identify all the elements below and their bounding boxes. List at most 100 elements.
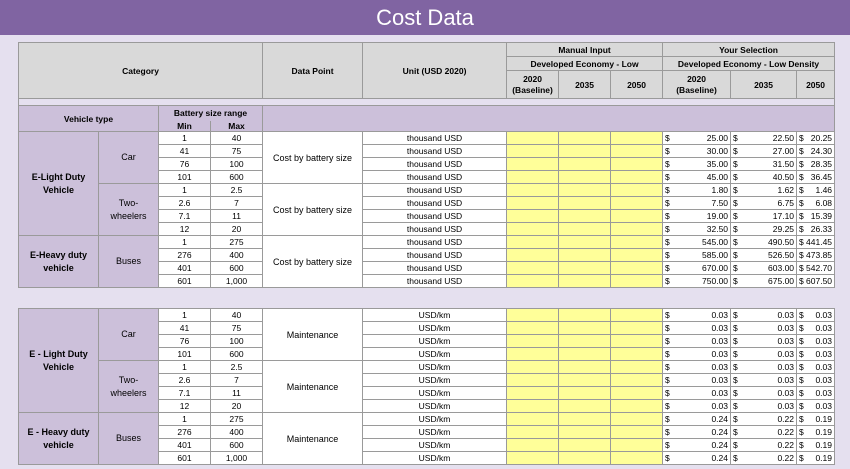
manual-input-2035-cell[interactable] xyxy=(558,438,611,452)
manual-input-2020-cell[interactable] xyxy=(506,170,560,184)
manual-input-2050-cell[interactable] xyxy=(610,183,664,197)
currency-symbol: $ xyxy=(799,263,804,273)
manual-input-2050-cell[interactable] xyxy=(610,451,663,465)
currency-symbol: $ xyxy=(665,375,670,385)
manual-input-2020-cell[interactable] xyxy=(506,334,559,348)
battery-max-cell: 75 xyxy=(210,321,263,335)
manual-input-2050-cell[interactable] xyxy=(610,425,663,439)
manual-input-2035-cell[interactable] xyxy=(558,399,611,413)
manual-input-2035-cell[interactable] xyxy=(558,412,611,426)
manual-input-2050-cell[interactable] xyxy=(610,321,663,335)
manual-input-2020-cell[interactable] xyxy=(506,222,560,236)
cost-value: 0.03 xyxy=(777,336,794,346)
manual-input-2050-cell[interactable] xyxy=(610,399,663,413)
battery-max-cell: 275 xyxy=(210,412,263,426)
battery-min-cell: 276 xyxy=(158,425,211,439)
manual-input-2035-cell[interactable] xyxy=(558,373,611,387)
manual-input-2035-cell[interactable] xyxy=(558,183,612,197)
vehicle-category-label: Car xyxy=(98,131,159,184)
table-row: 276 400 thousand USD $585.00 $526.50 $473.85 xyxy=(19,248,836,262)
manual-input-2035-cell[interactable] xyxy=(558,170,612,184)
manual-input-2020-cell[interactable] xyxy=(506,196,560,210)
manual-input-2035-cell[interactable] xyxy=(558,334,611,348)
manual-input-2050-cell[interactable] xyxy=(610,308,663,322)
manual-input-2020-cell[interactable] xyxy=(506,360,559,374)
manual-input-2035-cell[interactable] xyxy=(558,451,611,465)
manual-input-2050-cell[interactable] xyxy=(610,334,663,348)
currency-symbol: $ xyxy=(733,133,738,143)
selection-2035-cell: $0.22 xyxy=(730,412,797,426)
manual-input-2020-cell[interactable] xyxy=(506,412,559,426)
manual-input-2020-cell[interactable] xyxy=(506,183,560,197)
manual-input-2050-cell[interactable] xyxy=(610,386,663,400)
manual-input-2035-cell[interactable] xyxy=(558,157,612,171)
manual-input-2020-cell[interactable] xyxy=(506,425,559,439)
manual-input-2035-cell[interactable] xyxy=(558,248,612,262)
selection-2020-cell: $1.80 xyxy=(662,183,732,197)
cost-value: 0.19 xyxy=(815,453,832,463)
currency-symbol: $ xyxy=(799,146,804,156)
manual-input-2035-cell[interactable] xyxy=(558,144,612,158)
manual-input-2035-cell[interactable] xyxy=(558,209,612,223)
manual-input-2035-cell[interactable] xyxy=(558,425,611,439)
manual-input-2020-cell[interactable] xyxy=(506,261,560,275)
manual-input-2020-cell[interactable] xyxy=(506,274,560,288)
manual-input-2020-cell[interactable] xyxy=(506,438,559,452)
manual-input-2035-cell[interactable] xyxy=(558,196,612,210)
vehicle-category-label: Two-wheelers xyxy=(98,183,159,236)
manual-input-2020-cell[interactable] xyxy=(506,235,560,249)
selection-2035-cell: $0.22 xyxy=(730,451,797,465)
manual-input-2035-cell[interactable] xyxy=(558,386,611,400)
manual-input-2020-cell[interactable] xyxy=(506,144,560,158)
manual-input-2050-cell[interactable] xyxy=(610,144,664,158)
manual-input-2035-cell[interactable] xyxy=(558,222,612,236)
manual-year-2050-header: 2050 xyxy=(610,70,664,99)
currency-symbol: $ xyxy=(665,250,670,260)
manual-input-2020-cell[interactable] xyxy=(506,451,559,465)
manual-input-2050-cell[interactable] xyxy=(610,235,664,249)
cost-value: 0.03 xyxy=(777,375,794,385)
manual-input-2020-cell[interactable] xyxy=(506,373,559,387)
manual-input-2020-cell[interactable] xyxy=(506,157,560,171)
manual-input-2020-cell[interactable] xyxy=(506,131,560,145)
manual-input-2035-cell[interactable] xyxy=(558,235,612,249)
manual-input-2020-cell[interactable] xyxy=(506,347,559,361)
selection-2050-cell: $607.50 xyxy=(796,274,836,288)
battery-min-cell: 401 xyxy=(158,438,211,452)
manual-input-2020-cell[interactable] xyxy=(506,248,560,262)
manual-input-2035-cell[interactable] xyxy=(558,360,611,374)
manual-input-2050-cell[interactable] xyxy=(610,360,663,374)
manual-input-2050-cell[interactable] xyxy=(610,157,664,171)
cost-value: 0.03 xyxy=(711,349,728,359)
manual-input-2020-cell[interactable] xyxy=(506,399,559,413)
cost-value: 1.80 xyxy=(711,185,729,195)
manual-input-2020-cell[interactable] xyxy=(506,308,559,322)
manual-input-2035-cell[interactable] xyxy=(558,308,611,322)
manual-input-2035-cell[interactable] xyxy=(558,347,611,361)
manual-input-2035-cell[interactable] xyxy=(558,321,611,335)
manual-input-2050-cell[interactable] xyxy=(610,170,664,184)
manual-input-2035-cell[interactable] xyxy=(558,261,612,275)
manual-input-2050-cell[interactable] xyxy=(610,196,664,210)
manual-input-2020-cell[interactable] xyxy=(506,209,560,223)
manual-input-2050-cell[interactable] xyxy=(610,438,663,452)
manual-input-2050-cell[interactable] xyxy=(610,412,663,426)
manual-input-2050-cell[interactable] xyxy=(610,347,663,361)
manual-input-2020-cell[interactable] xyxy=(506,386,559,400)
manual-input-2050-cell[interactable] xyxy=(610,222,664,236)
manual-input-2050-cell[interactable] xyxy=(610,261,664,275)
selection-2020-cell: $35.00 xyxy=(662,157,732,171)
manual-input-2050-cell[interactable] xyxy=(610,274,664,288)
manual-input-2050-cell[interactable] xyxy=(610,209,664,223)
currency-symbol: $ xyxy=(733,146,738,156)
manual-input-2050-cell[interactable] xyxy=(610,373,663,387)
manual-input-2035-cell[interactable] xyxy=(558,274,612,288)
manual-input-2020-cell[interactable] xyxy=(506,321,559,335)
manual-input-2050-cell[interactable] xyxy=(610,131,664,145)
battery-max-cell: 7 xyxy=(209,196,264,210)
battery-max-cell: 1,000 xyxy=(209,274,264,288)
vehicle-group-label: E-Heavy duty vehicle xyxy=(18,235,99,288)
selection-2035-cell: $0.03 xyxy=(730,321,797,335)
manual-input-2035-cell[interactable] xyxy=(558,131,612,145)
manual-input-2050-cell[interactable] xyxy=(610,248,664,262)
